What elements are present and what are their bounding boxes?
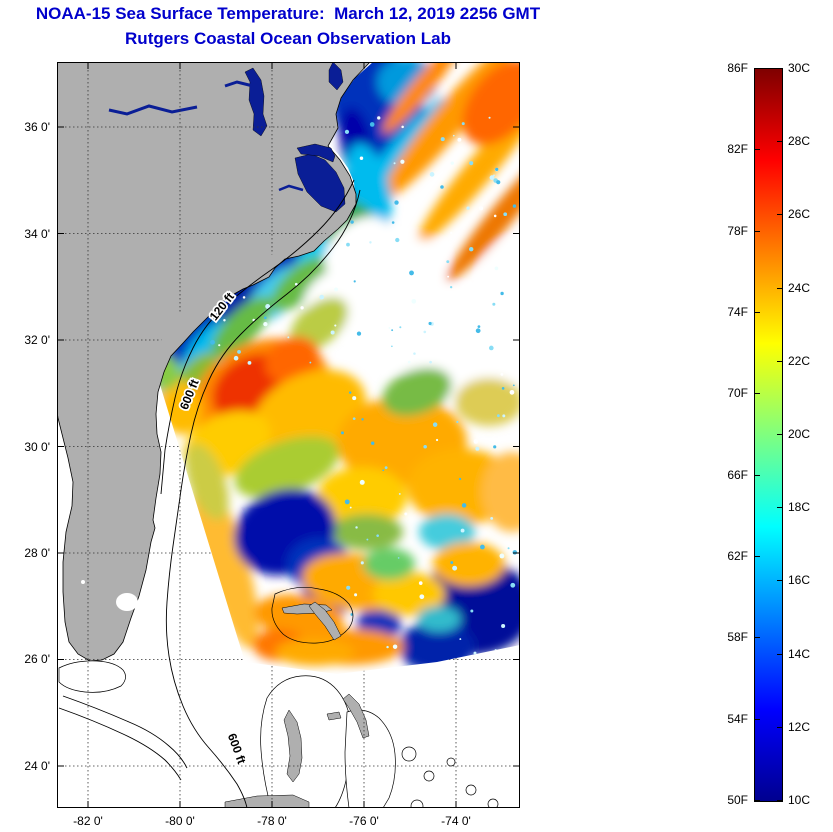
map-plot-area: 120 ft 600 ft 600 ft [57,62,520,808]
colorbar-c-label: 26C [788,207,811,222]
island-contour [487,798,499,808]
colorbar-c-label: 30C [788,61,811,75]
colorbar-c-label: 18C [788,500,811,515]
colorbar-gradient [754,68,783,802]
colorbar-tick [777,800,782,801]
colorbar-tick [777,141,782,143]
island-contour [401,746,417,762]
y-tick-label: 30 0' [24,439,50,454]
colorbar-f-label: 70F [727,386,748,401]
colorbar-tick [755,474,760,476]
colorbar-f-label: 58F [727,630,748,645]
florida-bay-contour [58,660,126,693]
depth-contours [160,179,361,808]
colorbar-f-label: 86F [727,61,748,75]
florida-keys-contours [58,695,188,781]
graticule [57,62,520,808]
y-tick-label: 24 0' [24,758,50,773]
x-tick-label: -82 0' [73,814,103,828]
andros-island [283,709,303,783]
colorbar-c-label: 10C [788,793,811,807]
colorbar-tick [777,68,782,69]
contour-600ft [165,189,361,808]
colorbar-tick [755,149,760,151]
colorbar-tick [777,653,782,655]
colorbar-f-label: 50F [727,793,748,807]
colorbar-f-label: 74F [727,305,748,319]
contour-120ft [160,179,355,495]
x-tick-label: -74 0' [441,814,471,828]
island-contour [410,799,424,808]
cloud-speckles [210,116,518,655]
colorbar-c-label: 24C [788,280,811,295]
colorbar-c-label: 14C [788,646,811,661]
pamlico-sound [294,153,346,213]
small-lake [81,580,85,584]
x-tick-label: -78 0' [257,814,287,828]
island-contour [423,770,435,782]
albemarle-sound [296,143,336,163]
new-providence-island [326,711,342,721]
colorbar-tick [755,556,760,557]
little-bahama-bank-contour [271,587,354,644]
y-tick-label: 36 0' [24,120,50,134]
colorbar-tick [755,393,760,395]
colorbar-tick [777,434,782,435]
x-tick-label: -80 0' [165,814,195,828]
colorbar-tick [755,800,760,801]
delaware-bay [328,62,344,91]
colorbar-f-label: 82F [727,142,748,157]
colorbar-c-label: 22C [788,353,811,368]
colorbar-tick [777,360,782,362]
colorbar-f-label: 54F [727,711,748,726]
colorbar-tick [777,287,782,289]
colorbar-c-label: 20C [788,427,811,441]
great-bahama-bank-contour [260,675,352,808]
colorbar-tick [755,312,760,313]
lake-okeechobee [116,593,138,611]
colorbar-tick [777,507,782,509]
x-tick-label: -76 0' [349,814,379,828]
abaco-island [308,601,342,641]
island-contour [446,757,456,767]
y-tick-label: 32 0' [24,333,50,347]
colorbar-tick [755,230,760,232]
colorbar-c-label: 12C [788,719,811,734]
figure-title: NOAA-15 Sea Surface Temperature: March 1… [35,4,541,23]
bahamas [58,587,499,808]
colorbar-c-label: 28C [788,134,811,149]
us-east-coast-land [57,62,371,662]
colorbar-c-label: 16C [788,573,811,588]
colorbar-f-label: 78F [727,223,748,238]
eleuthera-island [342,693,370,739]
plot-frame [57,62,520,808]
exuma-bank-contour [344,709,396,808]
land-mass [57,62,371,662]
colorbar-f-label: 66F [727,467,748,482]
plot-border [57,62,520,808]
figure-subtitle: Rutgers Coastal Ocean Observation Lab [125,29,451,48]
y-tick-label: 26 0' [24,652,50,667]
colorbar-tick [755,718,760,720]
colorbar-tick [755,637,760,639]
colorbar-tick [777,580,782,582]
y-tick-label: 34 0' [24,226,50,241]
y-tick-label: 28 0' [24,545,50,560]
colorbar-tick [755,68,760,69]
colorbar-tick [777,214,782,216]
island-contour [465,784,477,796]
colorbar-f-label: 62F [727,549,748,563]
colorbar-tick [777,726,782,728]
